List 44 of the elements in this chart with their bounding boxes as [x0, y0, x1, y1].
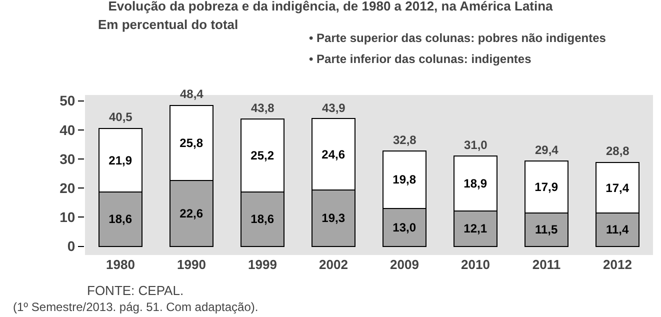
data-label: 12,1 — [464, 222, 488, 236]
x-tick-label: 1999 — [248, 257, 277, 272]
x-tick-label: 2011 — [532, 257, 561, 272]
chart-title: Evolução da pobreza e da indigência, de 1980 a 2012, na América Latina — [108, 0, 554, 14]
total-label: 29,4 — [535, 143, 559, 157]
data-label: 25,2 — [250, 148, 274, 163]
total-label: 48,4 — [180, 87, 204, 101]
x-tick-label: 2010 — [461, 257, 490, 272]
y-tick-label: 50 — [60, 92, 76, 109]
data-label: 25,8 — [180, 136, 204, 150]
y-tick-label: 30 — [60, 150, 76, 167]
y-tick-label: 40 — [60, 122, 76, 138]
chart-subtitle: Em percentual do total — [98, 17, 238, 32]
source-note: FONTE: CEPAL. — [87, 283, 184, 298]
data-label: 24,6 — [322, 147, 346, 162]
data-label: 17,4 — [606, 180, 630, 195]
text: • Parte superior das colunas: pobres não indigentes — [309, 31, 606, 45]
text: • Parte inferior das colunas: indigentes — [309, 52, 532, 66]
data-label: 11,5 — [534, 222, 558, 237]
data-label: 11,4 — [606, 222, 630, 237]
data-label: 19,3 — [322, 211, 346, 226]
x-tick-label: 2002 — [319, 257, 348, 272]
text: (1º Semestre/2013. pág. 51. Com adaptação). — [13, 300, 258, 314]
data-label: 18,6 — [108, 212, 132, 226]
data-label: 22,6 — [180, 206, 204, 220]
x-tick-label: 2012 — [603, 257, 632, 272]
data-label: 17,9 — [534, 180, 558, 194]
data-label: 19,8 — [392, 172, 416, 187]
y-tick-label: 0 — [67, 238, 76, 254]
data-label: 13,0 — [392, 220, 416, 234]
total-label: 28,8 — [606, 144, 630, 158]
total-label: 43,9 — [322, 101, 346, 115]
total-label: 31,0 — [464, 138, 488, 152]
x-tick-label: 2009 — [390, 257, 419, 272]
x-tick-label: 1980 — [106, 257, 135, 272]
total-label: 40,5 — [109, 110, 133, 124]
data-label: 18,9 — [464, 176, 488, 191]
x-tick-label: 1990 — [177, 257, 206, 272]
y-tick-label: 20 — [60, 180, 76, 196]
data-label: 21,9 — [108, 153, 132, 168]
total-label: 43,8 — [251, 101, 275, 115]
y-tick-label: 10 — [60, 209, 76, 226]
total-label: 32,8 — [393, 133, 417, 147]
data-label: 18,6 — [250, 212, 274, 226]
